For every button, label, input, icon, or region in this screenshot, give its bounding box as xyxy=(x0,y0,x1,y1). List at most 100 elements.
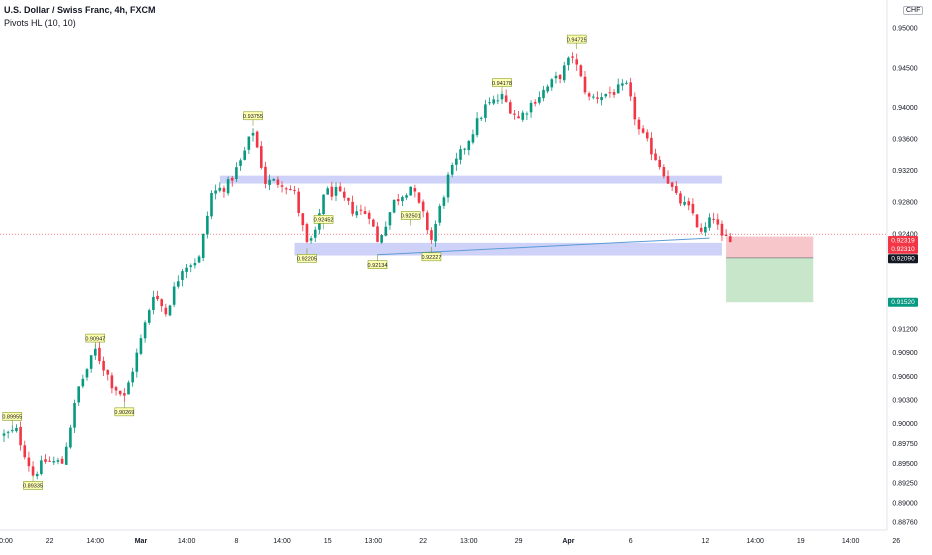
candle-body xyxy=(193,263,197,266)
candle-body xyxy=(127,382,130,395)
price-axis-badge-text: 0.91520 xyxy=(891,299,915,306)
candle-body xyxy=(562,65,566,81)
candle-body xyxy=(131,371,134,383)
pivot-label: 0.92134 xyxy=(368,263,388,269)
candle-body xyxy=(152,296,155,310)
candle-body xyxy=(255,131,259,148)
candle-body xyxy=(23,445,27,458)
price-tick-label: 0.90900 xyxy=(892,350,917,357)
candle-body xyxy=(338,186,342,192)
candle-body xyxy=(69,427,72,448)
time-tick-label: 6 xyxy=(629,538,633,545)
price-tick-label: 0.89500 xyxy=(892,461,917,468)
candle-body xyxy=(421,201,425,212)
candle-body xyxy=(604,93,608,97)
candle-body xyxy=(19,426,22,446)
candle-body xyxy=(558,74,562,80)
pivot-label: 0.94725 xyxy=(567,37,587,43)
candle-body xyxy=(177,281,180,287)
candle-body xyxy=(450,164,454,175)
time-tick-label: 26 xyxy=(892,538,900,545)
candle-body xyxy=(426,212,429,231)
price-tick-label: 0.90000 xyxy=(892,421,917,428)
candle-body xyxy=(6,431,10,433)
candle-body xyxy=(720,223,724,236)
price-tick-label: 0.89000 xyxy=(892,500,917,507)
price-axis-badge-text: 0.92090 xyxy=(891,256,915,263)
take-profit-zone xyxy=(726,257,814,303)
candle-body xyxy=(409,186,412,196)
candle-body xyxy=(260,146,263,168)
candle-body xyxy=(210,192,213,217)
candle-body xyxy=(106,369,110,375)
candle-body xyxy=(388,212,392,226)
candle-body xyxy=(293,190,296,192)
candle-body xyxy=(218,187,222,191)
price-tick-label: 0.94500 xyxy=(892,65,917,72)
candle-body xyxy=(658,159,661,168)
candle-body xyxy=(592,96,595,98)
price-tick-label: 0.94000 xyxy=(892,105,917,112)
stop-loss-zone xyxy=(726,236,814,258)
symbol-title[interactable]: U.S. Dollar / Swiss Franc, 4h, FXCM xyxy=(4,5,156,15)
candle-body xyxy=(247,136,251,150)
price-tick-label: 0.93200 xyxy=(892,168,917,175)
currency-button[interactable]: CHF xyxy=(903,6,924,15)
candle-body xyxy=(417,192,421,203)
candle-body xyxy=(363,211,367,214)
candle-body xyxy=(716,219,720,225)
support-resistance-zone xyxy=(294,242,722,256)
price-axis-badge-text: 0.92319 xyxy=(891,238,915,245)
price-tick-label: 0.95000 xyxy=(892,26,917,33)
candle-body xyxy=(343,191,346,198)
candle-body xyxy=(554,75,558,79)
candle-body xyxy=(392,199,396,213)
pivot-label: 0.90269 xyxy=(114,410,134,416)
trend-line xyxy=(377,237,710,256)
candle-body xyxy=(135,352,139,372)
candle-body xyxy=(326,188,329,195)
candle-body xyxy=(235,167,238,180)
indicator-label[interactable]: Pivots HL (10, 10) xyxy=(4,18,76,28)
candle-body xyxy=(637,119,641,130)
pivot-label: 0.93755 xyxy=(243,114,263,120)
pivot-label: 0.92452 xyxy=(314,218,334,224)
candle-body xyxy=(384,226,388,236)
time-tick-label: 22 xyxy=(46,538,54,545)
candle-body xyxy=(359,209,363,211)
candle-body xyxy=(467,140,471,151)
candle-body xyxy=(542,89,545,99)
candle-body xyxy=(405,195,408,198)
time-tick-label: 20:00 xyxy=(0,538,13,545)
candle-body xyxy=(509,102,512,114)
candle-body xyxy=(430,230,433,240)
candle-body xyxy=(492,99,495,104)
candle-body xyxy=(172,286,176,305)
candle-body xyxy=(52,460,56,463)
candle-body xyxy=(48,460,51,462)
price-tick-label: 0.93600 xyxy=(892,136,917,143)
time-tick-label: 13:00 xyxy=(365,538,383,545)
candle-body xyxy=(31,466,35,476)
price-tick-label: 0.89250 xyxy=(892,481,917,488)
time-tick-label: 14:00 xyxy=(87,538,105,545)
candle-body xyxy=(301,213,305,226)
candle-body xyxy=(2,433,6,436)
pivot-label: 0.92501 xyxy=(401,214,421,220)
candle-body xyxy=(251,132,255,136)
candle-body xyxy=(239,160,242,166)
candle-body xyxy=(15,427,18,432)
candle-body xyxy=(500,94,504,100)
candle-body xyxy=(699,227,703,232)
price-axis-badge-text: 0.92310 xyxy=(891,246,915,253)
candle-body xyxy=(164,307,168,315)
candle-body xyxy=(525,113,529,115)
candle-body xyxy=(110,375,114,389)
candle-body xyxy=(156,295,159,300)
candle-body xyxy=(434,223,437,242)
candle-body xyxy=(114,387,118,391)
candle-body xyxy=(347,197,350,201)
candle-body xyxy=(222,188,226,192)
